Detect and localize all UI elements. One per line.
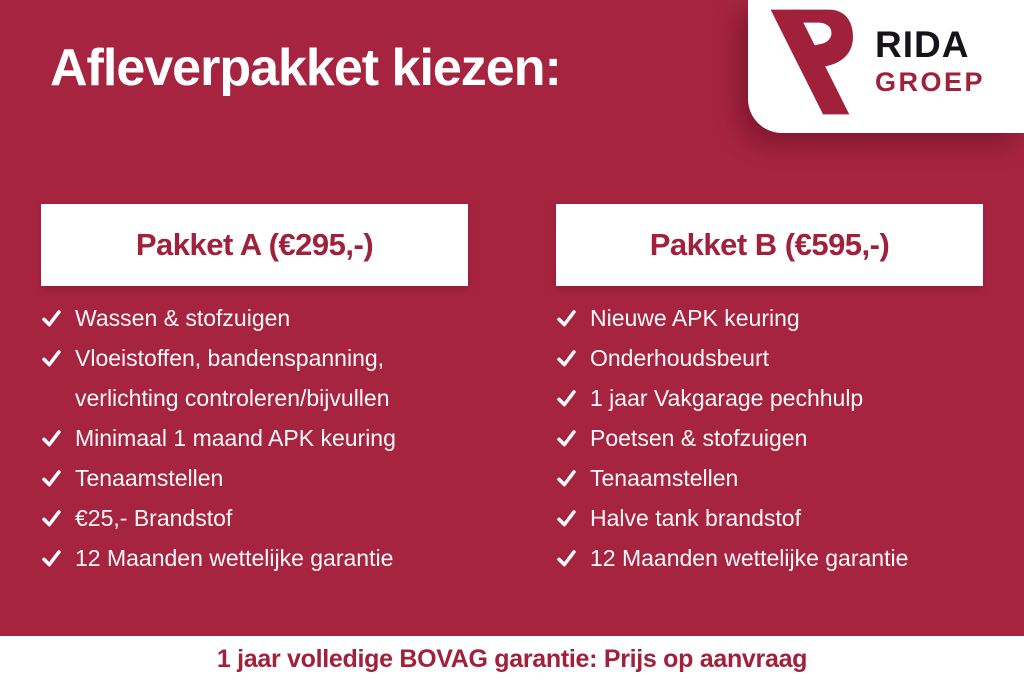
list-item-label: Nieuwe APK keuring (590, 305, 800, 331)
package-b-header-box: Pakket B (€595,-) (556, 204, 983, 286)
list-item-label: Tenaamstellen (75, 465, 224, 491)
list-item: Halve tank brandstof (556, 498, 983, 538)
footer-bar: 1 jaar volledige BOVAG garantie: Prijs o… (0, 636, 1024, 682)
list-item: Minimaal 1 maand APK keuring (41, 418, 468, 458)
package-b-list: Nieuwe APK keuring Onderhoudsbeurt 1 jaa… (556, 298, 983, 578)
package-a-title: Pakket A (€295,-) (135, 227, 374, 262)
list-item: Vloeistoffen, bandenspanning, verlichtin… (41, 338, 468, 418)
list-item: Nieuwe APK keuring (556, 298, 983, 338)
check-icon (557, 430, 576, 447)
package-b-title: Pakket B (€595,-) (649, 227, 890, 262)
footer-text: 1 jaar volledige BOVAG garantie: Prijs o… (216, 644, 808, 673)
list-item: Wassen & stofzuigen (41, 298, 468, 338)
check-icon (557, 510, 576, 527)
check-icon (557, 390, 576, 407)
check-icon (557, 470, 576, 487)
list-item-label: 12 Maanden wettelijke garantie (75, 545, 394, 571)
stylized-r-icon (770, 9, 853, 115)
package-b-column: Pakket B (€595,-) Nieuwe APK keuring Ond… (556, 204, 983, 578)
list-item-label: 12 Maanden wettelijke garantie (590, 545, 909, 571)
logo-rida-text: RIDA (875, 24, 970, 65)
check-icon (42, 550, 61, 567)
list-item-label: 1 jaar Vakgarage pechhulp (590, 385, 864, 411)
list-item-label: Onderhoudsbeurt (590, 345, 770, 371)
list-item: 12 Maanden wettelijke garantie (41, 538, 468, 578)
package-a-header-box: Pakket A (€295,-) (41, 204, 468, 286)
check-icon (42, 350, 61, 367)
logo-groep-text: GROEP (875, 67, 986, 97)
check-icon (42, 510, 61, 527)
list-item-label: Tenaamstellen (590, 465, 739, 491)
check-icon (42, 430, 61, 447)
check-icon (42, 470, 61, 487)
check-icon (557, 350, 576, 367)
rida-groep-logo: RIDA GROEP (748, 0, 1024, 133)
logo-wordmark: RIDA GROEP (875, 26, 985, 96)
list-item-label: Wassen & stofzuigen (75, 305, 291, 331)
package-a-list: Wassen & stofzuigen Vloeistoffen, banden… (41, 298, 468, 578)
list-item: Tenaamstellen (556, 458, 983, 498)
check-icon (557, 550, 576, 567)
list-item: 12 Maanden wettelijke garantie (556, 538, 983, 578)
list-item-label: Vloeistoffen, bandenspanning, verlichtin… (75, 345, 390, 411)
list-item: Onderhoudsbeurt (556, 338, 983, 378)
check-icon (42, 310, 61, 327)
list-item-label: Minimaal 1 maand APK keuring (75, 425, 396, 451)
list-item: 1 jaar Vakgarage pechhulp (556, 378, 983, 418)
page-title: Afleverpakket kiezen: (50, 39, 562, 97)
list-item: Poetsen & stofzuigen (556, 418, 983, 458)
list-item: €25,- Brandstof (41, 498, 468, 538)
package-a-column: Pakket A (€295,-) Wassen & stofzuigen Vl… (41, 204, 468, 578)
list-item-label: Halve tank brandstof (590, 505, 801, 531)
list-item-label: €25,- Brandstof (75, 505, 233, 531)
check-icon (557, 310, 576, 327)
list-item-label: Poetsen & stofzuigen (590, 425, 808, 451)
list-item: Tenaamstellen (41, 458, 468, 498)
